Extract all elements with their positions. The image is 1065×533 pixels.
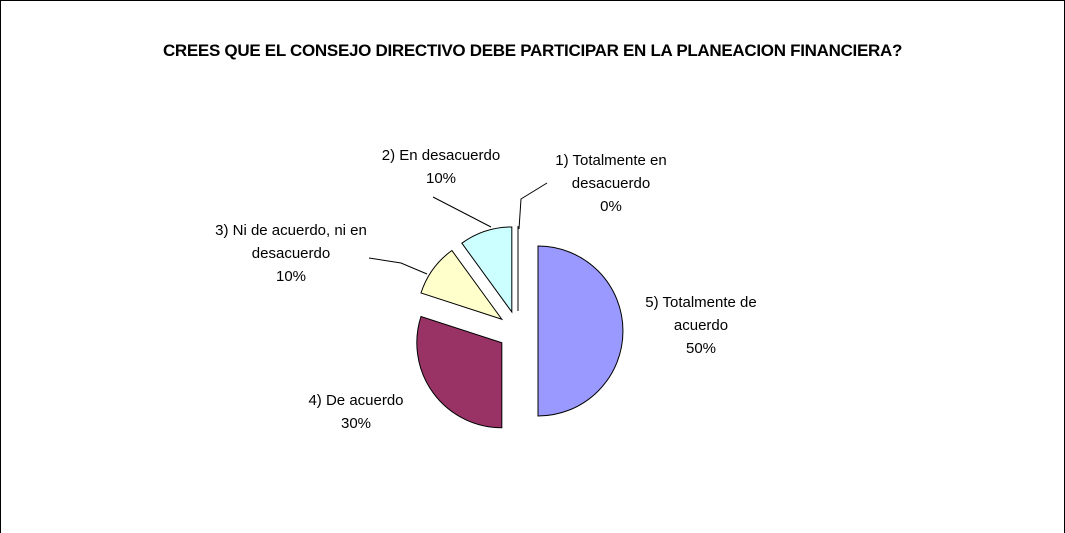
value-label: 50% xyxy=(685,340,717,357)
value-label: 30% xyxy=(340,415,372,432)
value-label: 0% xyxy=(600,198,622,215)
pie-slice xyxy=(461,226,513,314)
leader-line xyxy=(518,182,548,230)
data-label: 2) En desacuerdo 10% xyxy=(366,144,516,190)
pie-slice xyxy=(416,315,503,429)
value-label: 10% xyxy=(425,170,457,187)
category-label: 4) De acuerdo xyxy=(308,392,404,409)
data-label: 3) Ni de acuerdo, ni en desacuerdo 10% xyxy=(211,219,371,288)
pie-slice xyxy=(537,245,624,417)
leader-line xyxy=(432,196,492,228)
data-label: 5) Totalmente de acuerdo 50% xyxy=(631,291,771,360)
chart-title: CREES QUE EL CONSEJO DIRECTIVO DEBE PART… xyxy=(162,41,903,60)
value-label: 10% xyxy=(275,268,307,285)
pie-slice xyxy=(420,249,504,321)
category-label: 2) En desacuerdo xyxy=(381,147,501,164)
leader-line xyxy=(368,257,428,275)
category-label: 1) Totalmente en desacuerdo xyxy=(555,152,667,192)
data-label: 1) Totalmente en desacuerdo 0% xyxy=(549,149,674,218)
data-label: 4) De acuerdo 30% xyxy=(281,389,431,435)
category-label: 3) Ni de acuerdo, ni en desacuerdo xyxy=(215,222,367,262)
category-label: 5) Totalmente de acuerdo xyxy=(645,294,757,334)
